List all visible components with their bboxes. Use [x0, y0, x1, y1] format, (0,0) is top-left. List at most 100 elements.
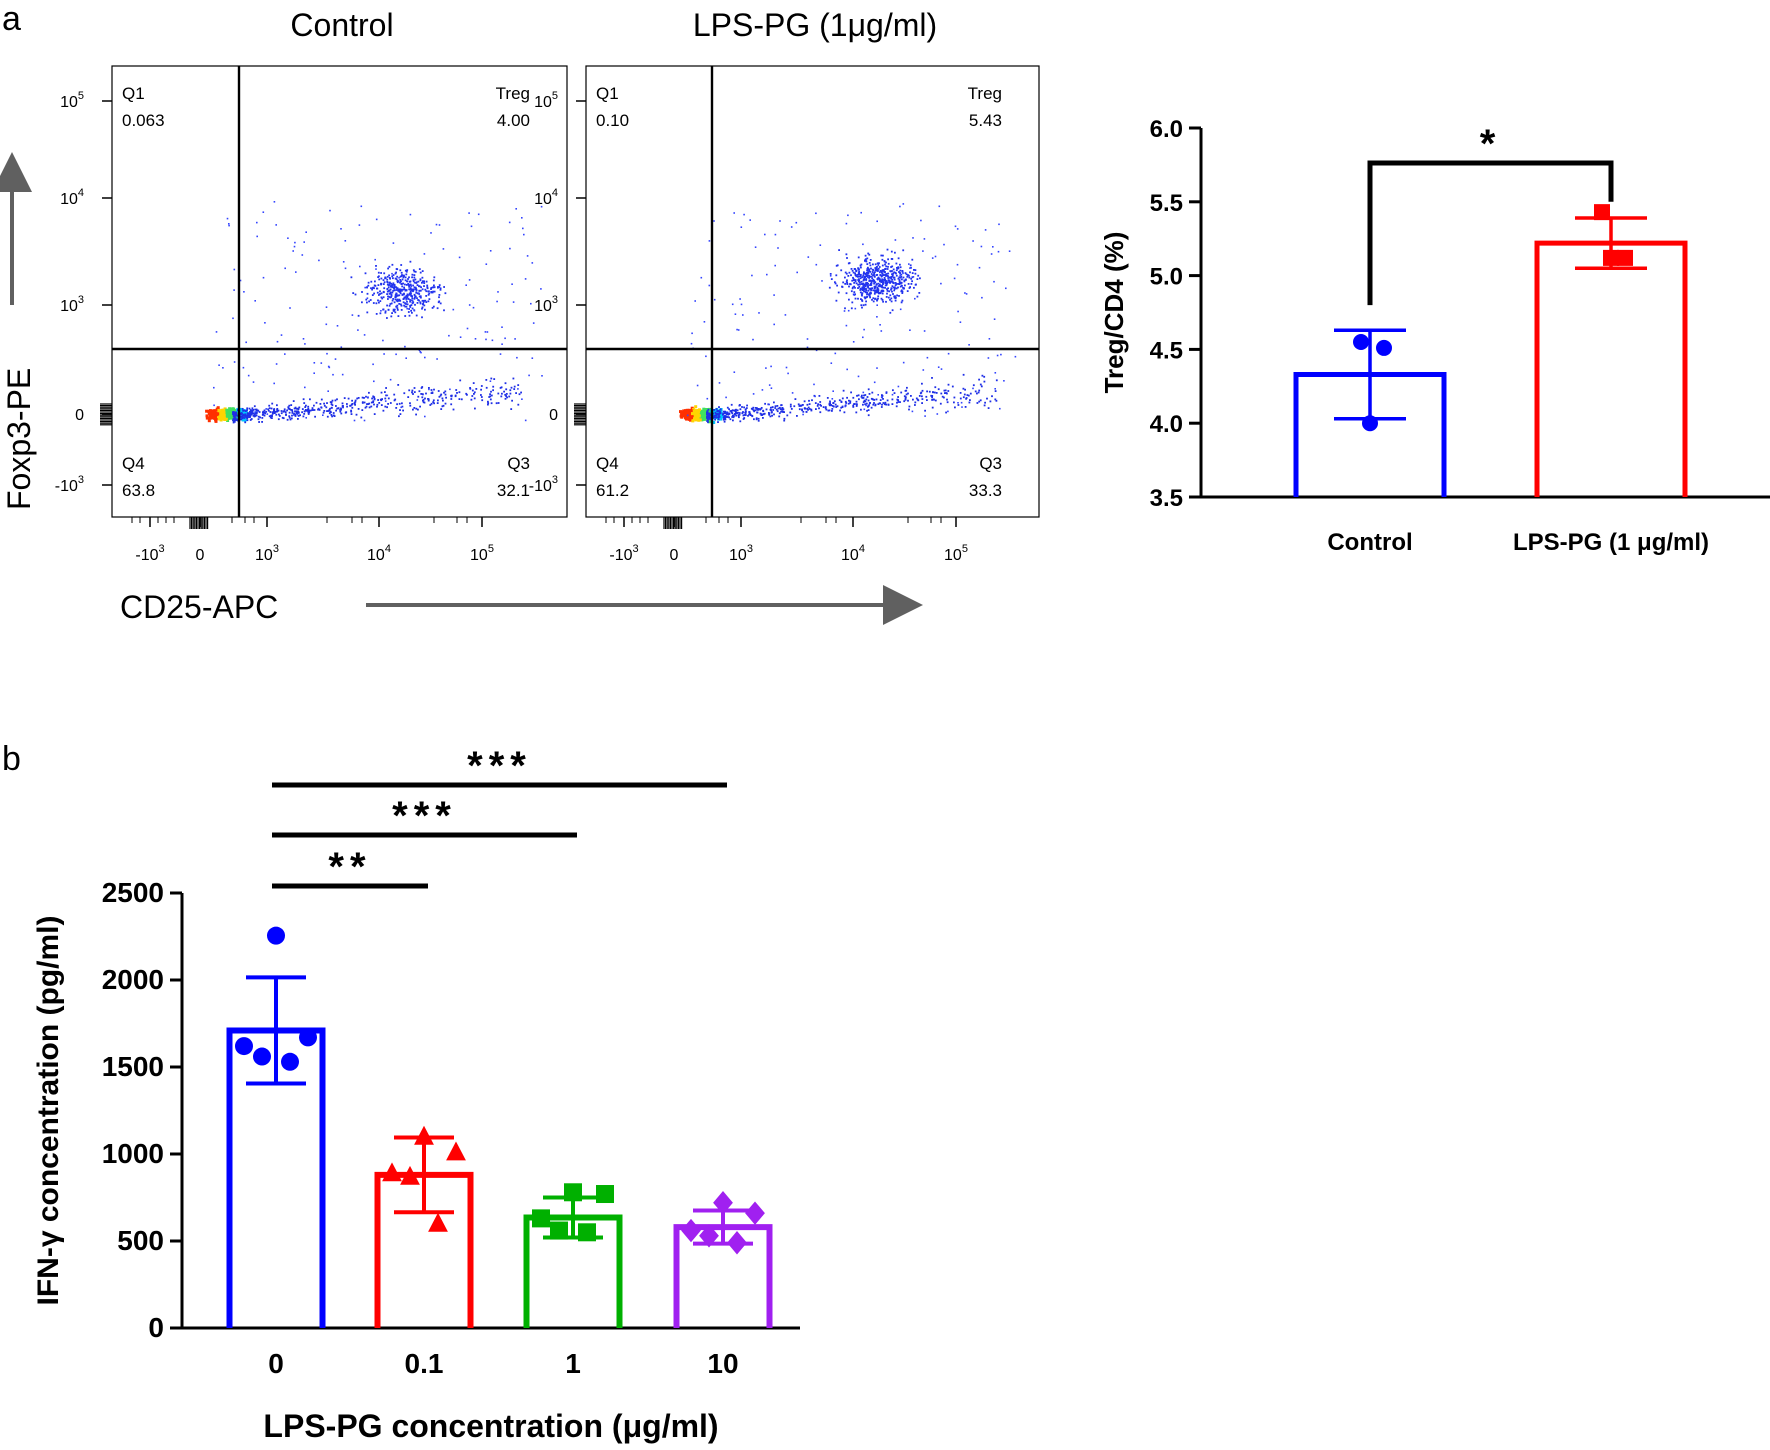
flow-dot [941, 395, 944, 398]
flow-dot [490, 377, 493, 380]
flow-dot [902, 276, 905, 279]
flow-dot [922, 250, 924, 252]
flow-dot [768, 403, 770, 406]
flow-dot [850, 274, 852, 277]
flow-dot [877, 285, 880, 287]
flow-dot [934, 399, 937, 402]
flow-dot [894, 287, 896, 290]
flow-dot [425, 392, 427, 395]
flow-dot [456, 392, 458, 394]
flow-dot [394, 272, 397, 275]
flow-dot [381, 297, 384, 300]
flow-dot [328, 366, 331, 369]
flow-dot [688, 409, 692, 413]
flow-dot [869, 283, 872, 285]
flow-dot [862, 336, 864, 339]
flow-dot [472, 306, 475, 309]
flow-dot [207, 419, 211, 423]
flow-dot [377, 299, 379, 302]
flow-dot [898, 271, 900, 273]
flow-plot-title: LPS-PG (1μg/ml) [693, 7, 937, 43]
flow-dot [864, 259, 867, 261]
flow-dot [713, 298, 716, 301]
flow-dot [431, 391, 434, 394]
flow-dot [803, 407, 806, 410]
flow-dot [405, 298, 408, 300]
flow-dot [404, 283, 406, 286]
flow-dot [438, 296, 440, 299]
flow-dot [339, 409, 342, 411]
flow-dot [382, 339, 384, 342]
flow-y-tick-label: -103 [55, 474, 84, 495]
flow-dot [736, 328, 738, 331]
flow-dot [384, 310, 387, 313]
flow-dot [868, 292, 871, 295]
flow-dot [268, 415, 271, 418]
flow-dot [436, 358, 438, 360]
flow-dot [442, 404, 445, 407]
flow-dot [722, 418, 725, 421]
flow-dot [375, 302, 378, 305]
flow-dot [403, 288, 406, 291]
flow-dot [292, 250, 294, 252]
flow-dot [819, 403, 822, 406]
flow-dot [531, 357, 534, 359]
flow-dot [388, 274, 390, 277]
flow-dot [390, 294, 393, 296]
flow-dot [957, 310, 959, 313]
flow-dot [866, 269, 869, 271]
flow-dot [865, 291, 867, 294]
flow-dot [290, 404, 293, 406]
flow-dot [396, 300, 399, 303]
flow-dot [403, 292, 405, 295]
flow-dot [389, 277, 391, 280]
data-point [414, 1125, 434, 1145]
flow-dot [999, 407, 1001, 410]
flow-dot [868, 404, 870, 407]
flow-dot [443, 286, 445, 288]
flow-dot [903, 280, 906, 283]
flow-dot [390, 315, 393, 318]
flow-dot [291, 412, 294, 414]
flow-dot [368, 391, 370, 394]
flow-dot [874, 286, 877, 289]
flow-dot [694, 300, 696, 302]
flow-dot [235, 410, 239, 414]
flow-dot [392, 308, 395, 311]
flow-dot [378, 278, 381, 281]
flow-dot [914, 297, 916, 300]
flow-dot [889, 298, 891, 301]
flow-dot [487, 400, 489, 403]
flow-plot-title: Control [290, 7, 393, 43]
flow-dot [415, 288, 418, 291]
flow-dot [262, 211, 265, 213]
flow-dot [726, 406, 729, 409]
flow-dot [743, 213, 745, 216]
flow-dot [247, 414, 249, 417]
flow-dot [442, 399, 444, 402]
flow-dot [868, 277, 870, 279]
flow-dot [471, 389, 474, 392]
flow-dot [879, 271, 881, 274]
flow-dot [421, 276, 424, 279]
flow-dot [257, 409, 260, 412]
flow-dot [435, 223, 438, 226]
flow-dot [868, 270, 870, 273]
flow-dot [718, 410, 720, 412]
flow-dot [367, 396, 369, 398]
flow-dot [776, 410, 779, 413]
flow-dot [400, 309, 403, 311]
flow-dot [426, 284, 429, 287]
flow-dot [895, 296, 897, 299]
flow-dot [410, 285, 412, 288]
flow-dot [865, 284, 867, 287]
flow-dot [866, 291, 868, 294]
flow-dot [239, 412, 242, 415]
flow-dot [738, 416, 740, 419]
flow-dot [862, 285, 865, 287]
flow-dot [886, 292, 888, 295]
flow-dot [953, 401, 955, 404]
flow-dot [700, 413, 704, 417]
flow-dot [752, 406, 755, 409]
flow-dot [345, 411, 348, 414]
